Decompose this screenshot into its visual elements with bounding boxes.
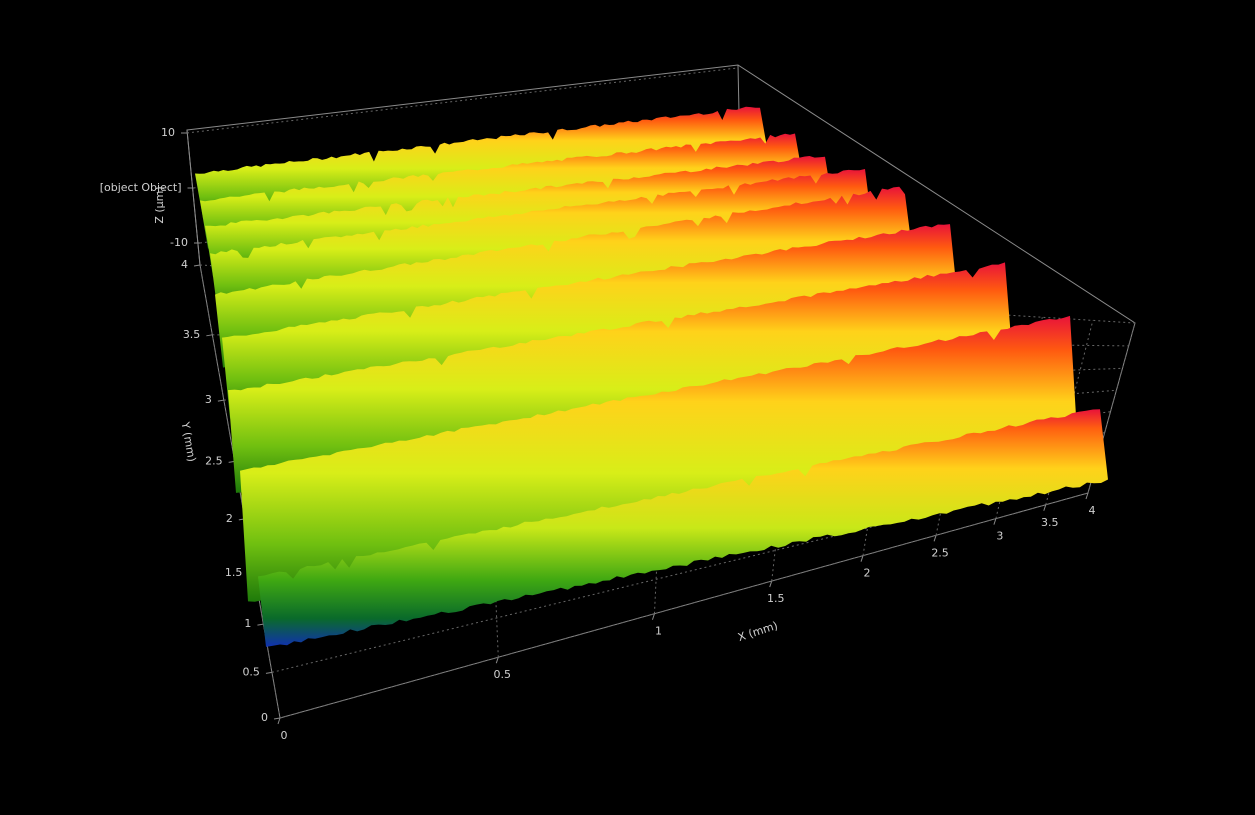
x-tick: [1085, 492, 1089, 500]
y-tick-label: 2: [226, 512, 233, 525]
y-tick-label: 0: [261, 711, 268, 724]
x-axis-label: X (mm): [736, 619, 779, 644]
y-tick-label: 4: [181, 258, 188, 271]
x-tick-label: 3: [996, 530, 1003, 543]
y-tick: [206, 334, 213, 337]
surface: [195, 106, 1108, 647]
x-tick-label: 0.5: [494, 668, 512, 681]
x-tick-label: 1.5: [767, 592, 785, 605]
x-tick: [277, 717, 281, 725]
x-tick-label: 0: [281, 729, 288, 742]
y-tick-label: 1: [244, 617, 251, 630]
box-edge: [186, 129, 201, 266]
x-tick: [769, 580, 773, 588]
surface-ridge: [258, 409, 1108, 647]
x-tick: [993, 518, 997, 525]
y-tick: [273, 717, 281, 720]
y-tick-label: 3.5: [183, 328, 201, 341]
x-tick-label: 2.5: [931, 546, 949, 559]
x-tick-label: 3.5: [1041, 516, 1059, 529]
x-tick: [651, 613, 655, 620]
surface-ridge: [228, 262, 1013, 493]
x-tick-label: 1: [655, 625, 662, 638]
y-tick-label: 0.5: [242, 665, 260, 678]
z-tick-label: -10: [170, 236, 188, 249]
y-tick: [257, 623, 264, 626]
x-tick: [495, 657, 499, 664]
y-tick-label: 2.5: [205, 454, 223, 467]
x-tick: [1043, 504, 1047, 511]
x-tick: [860, 555, 864, 562]
x-tick: [933, 535, 937, 542]
y-axis-label: Y (mm): [178, 420, 198, 463]
y-tick: [193, 264, 201, 267]
y-tick: [265, 671, 273, 674]
y-grid-line: [271, 472, 1094, 673]
z-tick-label: 10: [161, 126, 175, 139]
y-tick-label: 3: [205, 393, 212, 406]
surface-ridge: [240, 315, 1078, 602]
x-grid-line: [1087, 322, 1136, 494]
x-tick-label: 4: [1089, 504, 1096, 517]
z-grid-line: [186, 67, 738, 134]
y-tick-label: 1.5: [225, 566, 243, 579]
x-tick-label: 2: [863, 567, 870, 580]
z-axis-label: Z (µm): [153, 186, 166, 223]
z-tick-label: [object Object]: [100, 181, 182, 194]
y-tick: [217, 399, 224, 402]
